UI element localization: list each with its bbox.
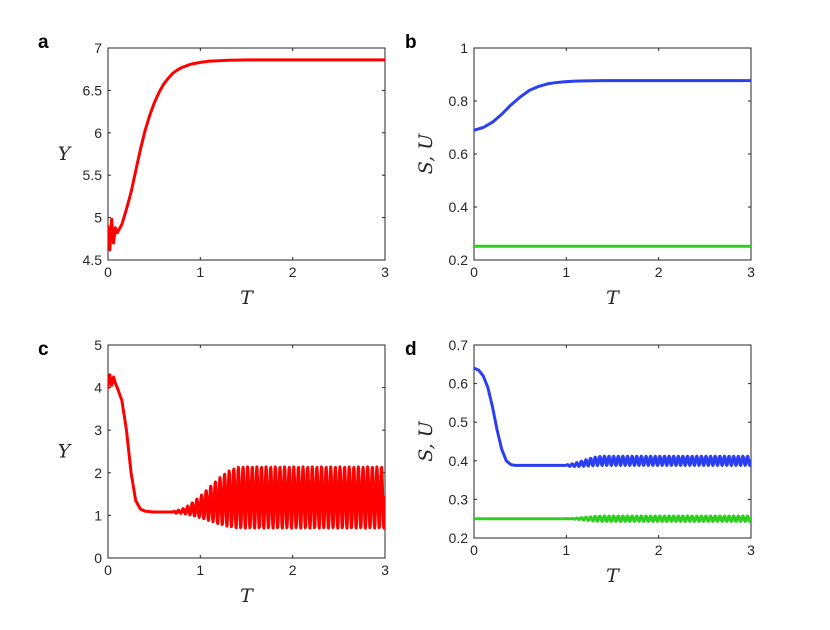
x-tick-label: 3 xyxy=(381,264,389,280)
panel-a: 0 1 2 3 4.5 5 5.5 6 6.5 7 T Y xyxy=(58,40,389,309)
y-tick-label: 1 xyxy=(94,507,102,523)
x-tick-label: 3 xyxy=(747,542,755,558)
y-tick-label: 5 xyxy=(94,210,102,226)
x-tick-label: 2 xyxy=(655,264,663,280)
panel-label-a: a xyxy=(38,32,49,53)
plot-frame xyxy=(107,344,386,559)
plot-frame xyxy=(107,47,386,261)
y-tick-label: 0.3 xyxy=(449,491,469,507)
y-tick-label: 2 xyxy=(94,465,102,481)
series-line-1 xyxy=(108,373,385,530)
x-tick-label: 0 xyxy=(104,264,112,280)
panel-label-c: c xyxy=(38,339,49,360)
plot-frame xyxy=(473,344,752,539)
x-tick-label: 0 xyxy=(470,264,478,280)
y-tick-label: 0.7 xyxy=(449,337,469,353)
y-tick-label: 0.6 xyxy=(449,376,469,392)
y-axis-title: Y xyxy=(58,441,73,463)
x-tick-label: 2 xyxy=(655,542,663,558)
y-tick-label: 0.5 xyxy=(449,414,469,430)
y-tick-label: 1 xyxy=(460,40,468,56)
series-line-1 xyxy=(474,79,751,132)
series-line-2 xyxy=(474,514,751,523)
y-tick-label: 4.5 xyxy=(83,252,103,268)
panel-label-b: b xyxy=(405,32,417,53)
x-axis-title: T xyxy=(240,585,254,607)
x-axis-title: T xyxy=(606,565,620,587)
panel-c: 0 1 2 3 0 1 2 3 4 5 T Y xyxy=(58,337,389,607)
x-tick-label: 2 xyxy=(289,264,297,280)
y-tick-label: 0 xyxy=(94,550,102,566)
y-tick-label: 0.6 xyxy=(449,146,469,162)
x-tick-label: 1 xyxy=(196,264,204,280)
y-tick-label: 7 xyxy=(94,40,102,56)
y-axis-title: S, U xyxy=(415,420,437,461)
panel-label-d: d xyxy=(405,339,417,360)
y-tick-label: 0.4 xyxy=(449,199,469,215)
x-tick-label: 3 xyxy=(747,264,755,280)
x-axis-title: T xyxy=(240,287,254,309)
y-tick-label: 6 xyxy=(94,125,102,141)
y-tick-label: 0.8 xyxy=(449,93,469,109)
panel-d: 0 1 2 3 0.2 0.3 0.4 0.5 0.6 0.7 T S, U xyxy=(415,337,755,587)
y-tick-label: 5 xyxy=(94,337,102,353)
x-tick-label: 1 xyxy=(196,562,204,578)
x-tick-label: 1 xyxy=(562,542,570,558)
x-tick-label: 2 xyxy=(289,562,297,578)
y-axis-title: Y xyxy=(58,143,73,165)
series-line-1 xyxy=(108,58,385,252)
series-line-1 xyxy=(474,366,751,468)
y-tick-label: 3 xyxy=(94,422,102,438)
panel-b: 0 1 2 3 0.2 0.4 0.6 0.8 1 T S, U xyxy=(415,40,755,309)
y-tick-label: 4 xyxy=(94,380,102,396)
y-tick-label: 0.2 xyxy=(449,530,469,546)
x-tick-label: 0 xyxy=(104,562,112,578)
x-tick-label: 3 xyxy=(381,562,389,578)
y-tick-label: 5.5 xyxy=(83,167,103,183)
x-tick-label: 0 xyxy=(470,542,478,558)
x-axis-title: T xyxy=(606,287,620,309)
y-tick-label: 6.5 xyxy=(83,82,103,98)
x-tick-label: 1 xyxy=(562,264,570,280)
y-axis-title: S, U xyxy=(415,133,437,174)
y-tick-label: 0.2 xyxy=(449,252,469,268)
y-tick-label: 0.4 xyxy=(449,453,469,469)
